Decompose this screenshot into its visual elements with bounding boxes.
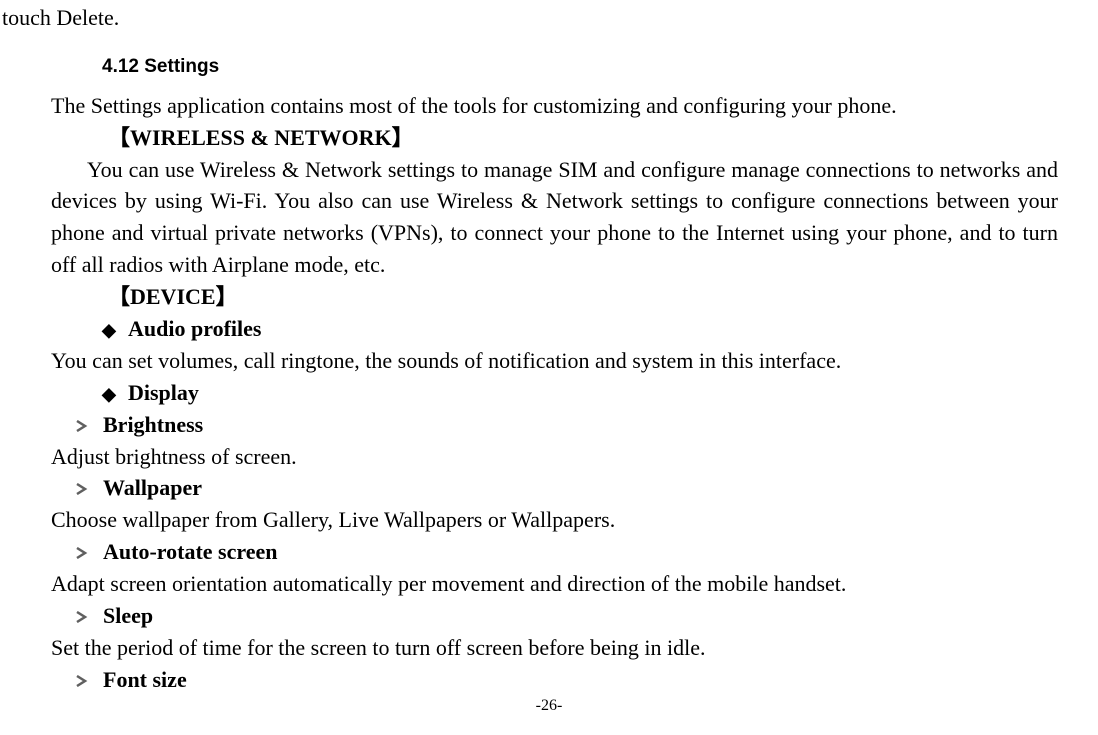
fontsize-label: Font size: [103, 664, 187, 696]
page-number: -26-: [0, 697, 1098, 715]
wireless-network-heading: 【WIRELESS & NETWORK】: [0, 122, 1098, 154]
brightness-body: Adjust brightness of screen.: [0, 441, 1098, 473]
wireless-body-text: You can use Wireless & Network settings …: [51, 157, 1058, 278]
display-label: Display: [128, 377, 199, 409]
device-heading: 【DEVICE】: [0, 281, 1098, 313]
brightness-label: Brightness: [103, 409, 203, 441]
chevron-right-icon: [76, 536, 103, 568]
chevron-right-icon: [76, 600, 103, 632]
wireless-network-body: You can use Wireless & Network settings …: [0, 154, 1098, 282]
chevron-right-icon: [76, 409, 103, 441]
audio-profiles-body: You can set volumes, call ringtone, the …: [0, 345, 1098, 377]
sleep-label: Sleep: [103, 600, 153, 632]
intro-paragraph: The Settings application contains most o…: [0, 78, 1098, 122]
chevron-right-icon: [76, 472, 103, 504]
autorotate-body: Adapt screen orientation automatically p…: [0, 568, 1098, 600]
section-heading: 4.12 Settings: [0, 34, 1098, 78]
wallpaper-body: Choose wallpaper from Gallery, Live Wall…: [0, 504, 1098, 536]
autorotate-label: Auto-rotate screen: [103, 536, 278, 568]
diamond-bullet-icon: ◆: [102, 381, 128, 407]
sleep-body: Set the period of time for the screen to…: [0, 632, 1098, 664]
chevron-right-icon: [76, 664, 103, 696]
audio-profiles-label: Audio profiles: [128, 313, 261, 345]
wallpaper-label: Wallpaper: [103, 472, 202, 504]
previous-page-fragment: touch Delete.: [0, 0, 1098, 34]
diamond-bullet-icon: ◆: [102, 317, 128, 343]
